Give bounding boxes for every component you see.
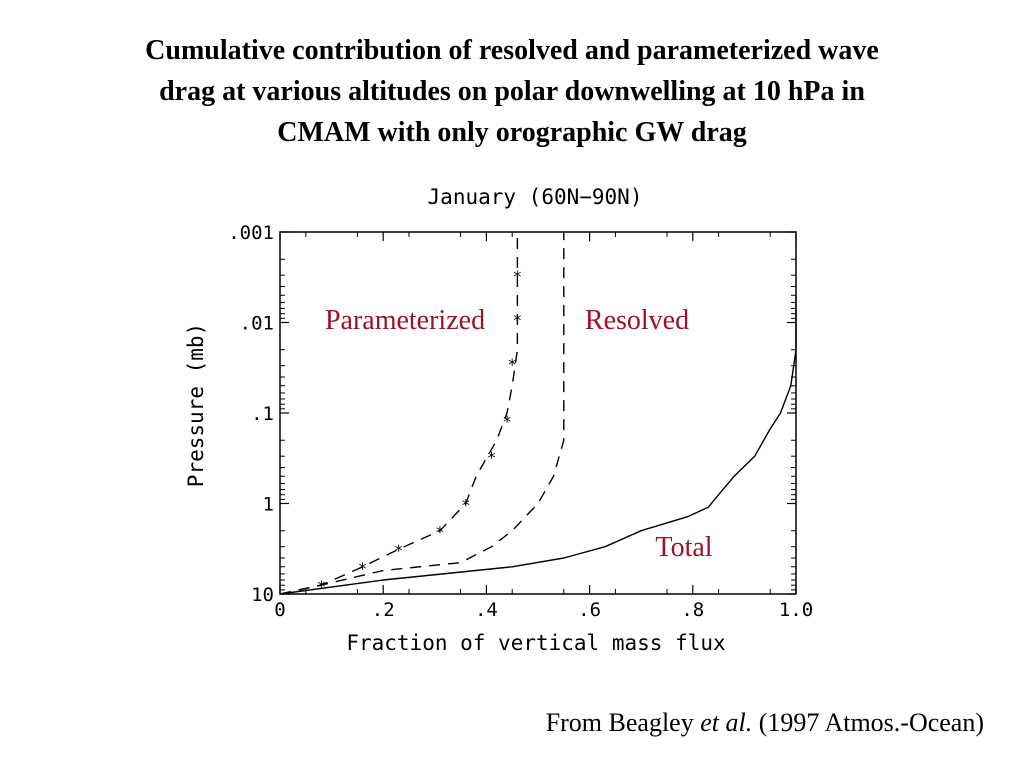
source-credit: From Beagley et al. (1997 Atmos.-Ocean) [546,708,984,738]
y-tick-label: 1 [263,494,274,516]
x-tick-label: .4 [475,599,498,621]
series-marker: * [316,577,326,596]
credit-prefix: From Beagley [545,708,701,737]
annotation-parameterized: Parameterized [325,305,485,336]
annotation-resolved: Resolved [585,305,689,336]
axis-ticks [279,231,797,595]
y-tick-label: 10 [251,584,274,606]
y-tick-label: .001 [228,222,274,244]
series-line-parameterized [279,232,519,595]
series-marker: * [461,496,471,515]
x-tick-label: .6 [578,599,601,621]
x-tick-label: 1.0 [779,599,813,621]
series-marker: * [435,523,445,542]
axis-tick-labels: 0 .2 .4 .6 .8 1.0 .001 .01 .1 1 10 [228,222,813,621]
credit-italic: et al. [700,708,753,737]
credit-suffix: (1997 Atmos.-Ocean) [752,708,984,737]
y-tick-label: .1 [251,403,274,425]
x-tick-label: 0 [274,599,285,621]
series-marker: * [487,448,497,467]
series-line-resolved [279,232,565,595]
series-marker: * [513,310,523,329]
chart-title: January (60N−90N) [428,185,643,209]
series-marker: * [507,355,517,374]
slide-title-line-1: Cumulative contribution of resolved and … [145,35,879,66]
y-axis-label: Pressure (mb) [184,323,208,487]
x-tick-label: .8 [681,599,704,621]
series-marker: * [513,267,523,286]
slide-title-line-3: CMAM with only orographic GW drag [277,117,747,148]
marker-layer: * * * * * * * * * * [316,267,522,596]
x-axis-label: Fraction of vertical mass flux [346,631,725,655]
slide-title-line-2: drag at various altitudes on polar downw… [159,76,865,107]
series-layer [279,232,797,595]
y-tick-label: .01 [240,313,274,335]
annotation-total: Total [655,532,712,563]
series-marker: * [358,559,368,578]
series-line-total [279,295,797,595]
slide-title: Cumulative contribution of resolved and … [40,30,984,153]
plot-frame [279,231,797,595]
series-marker: * [502,412,512,431]
series-marker: * [394,541,404,560]
x-tick-label: .2 [372,599,395,621]
